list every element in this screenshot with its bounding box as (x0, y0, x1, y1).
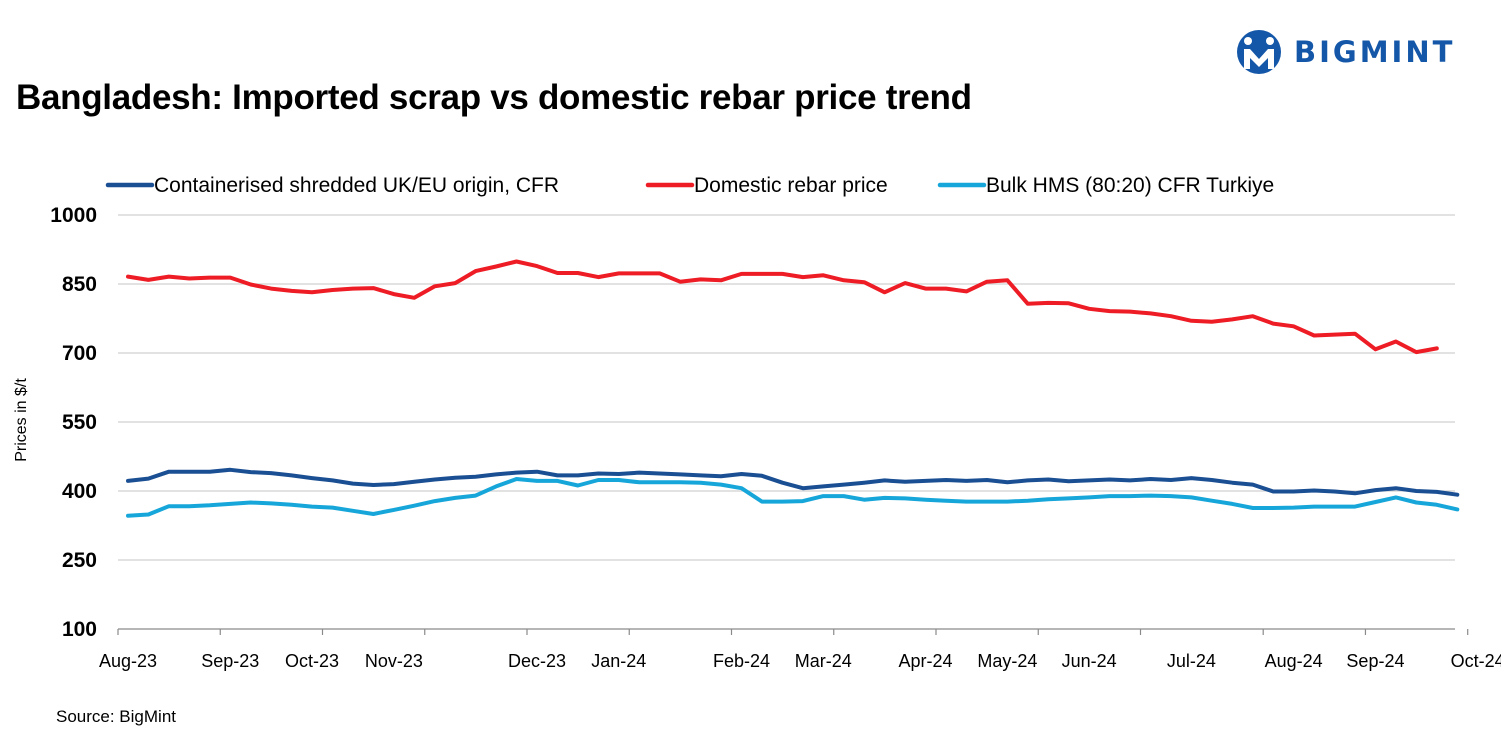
brand-name: BIGMINT (1294, 35, 1456, 69)
x-tick-label: Feb-24 (713, 651, 770, 671)
bigmint-logo-icon (1237, 30, 1281, 74)
x-tick-label: Oct-23 (285, 651, 339, 671)
y-tick-label: 250 (62, 549, 97, 572)
y-tick-label: 850 (62, 273, 97, 296)
y-tick-label: 550 (62, 411, 97, 434)
x-tick-label: Jun-24 (1062, 651, 1117, 671)
x-tick-label: Aug-24 (1265, 651, 1323, 671)
x-tick-label: Dec-23 (508, 651, 566, 671)
y-tick-label: 1000 (50, 204, 97, 227)
x-tick-label: Jan-24 (591, 651, 646, 671)
y-tick-label: 700 (62, 342, 97, 365)
series-line-2 (126, 259, 1439, 355)
x-tick-label: Sep-23 (201, 651, 259, 671)
x-tick-label: Mar-24 (795, 651, 852, 671)
source-note: Source: BigMint (56, 707, 176, 726)
y-tick-label: 400 (62, 480, 97, 503)
bigmint-logo: BIGMINT (1236, 28, 1455, 76)
x-tick-label: Aug-23 (99, 651, 157, 671)
x-tick-label: Sep-24 (1346, 651, 1404, 671)
legend-label-2: Domestic rebar price (694, 174, 888, 197)
legend-label-3: Bulk HMS (80:20) CFR Turkiye (986, 174, 1274, 197)
legend-label-1: Containerised shredded UK/EU origin, CFR (154, 174, 559, 197)
x-tick-label: Nov-23 (365, 651, 423, 671)
chart-title: Bangladesh: Imported scrap vs domestic r… (16, 78, 972, 117)
x-tick-label: Oct-24 (1451, 651, 1501, 671)
series-line-1 (126, 467, 1460, 497)
y-tick-label: 100 (62, 618, 97, 641)
x-tick-label: May-24 (977, 651, 1037, 671)
x-tick-label: Jul-24 (1167, 651, 1216, 671)
series-line-3 (126, 477, 1460, 518)
x-tick-label: Apr-24 (899, 651, 953, 671)
